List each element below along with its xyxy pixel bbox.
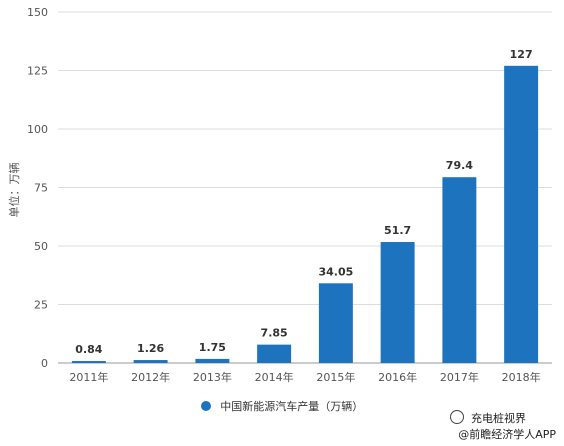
y-tick-label: 150 <box>27 6 48 19</box>
x-axis-ticks: 2011年 2012年 2013年 2014年 2015年 2016年 2017年 2018年 <box>69 370 540 384</box>
watermark-line1: 充电桩视界 <box>449 410 526 426</box>
bar-2018年 <box>504 65 539 363</box>
y-tick-label: 25 <box>34 299 48 312</box>
data-label: 127 <box>510 48 533 61</box>
y-axis-label: 单位：万辆 <box>7 163 21 218</box>
data-label: 1.26 <box>137 342 164 355</box>
bar-2011年 <box>71 361 106 363</box>
legend: 中国新能源汽车产量（万辆） <box>0 398 564 414</box>
watermark-text-1: 充电桩视界 <box>471 412 526 425</box>
x-tick-label: 2011年 <box>69 370 108 384</box>
bar-2013年 <box>195 358 230 363</box>
x-tick-label: 2014年 <box>255 370 294 384</box>
bar-2017年 <box>442 177 477 363</box>
y-tick-label: 75 <box>34 182 48 195</box>
gridlines <box>58 11 552 364</box>
bars <box>71 65 539 363</box>
y-tick-label: 100 <box>27 123 48 136</box>
x-tick-label: 2018年 <box>502 370 541 384</box>
bar-2014年 <box>257 344 292 363</box>
y-tick-label: 125 <box>27 65 48 78</box>
x-tick-label: 2013年 <box>193 370 232 384</box>
data-labels: 0.84 1.26 1.75 7.85 34.05 51.7 79.4 127 <box>75 48 532 356</box>
x-tick-label: 2016年 <box>378 370 417 384</box>
y-tick-label: 50 <box>34 240 48 253</box>
data-label: 51.7 <box>384 224 411 237</box>
bar-2016年 <box>380 242 415 363</box>
bar-2012年 <box>133 360 168 363</box>
bar-2015年 <box>318 283 353 363</box>
watermark-line2: @前瞻经济学人APP <box>458 426 556 442</box>
y-tick-label: 0 <box>41 357 48 370</box>
legend-marker <box>200 401 211 411</box>
wechat-icon <box>449 410 464 424</box>
data-label: 7.85 <box>261 327 288 340</box>
legend-label: 中国新能源汽车产量（万辆） <box>220 400 364 413</box>
data-label: 1.75 <box>199 341 226 354</box>
x-tick-label: 2012年 <box>131 370 170 384</box>
data-label: 79.4 <box>446 159 473 172</box>
y-axis-ticks: 0 25 50 75 100 125 150 <box>27 6 48 370</box>
x-tick-label: 2015年 <box>316 370 355 384</box>
data-label: 0.84 <box>75 343 102 356</box>
data-label: 34.05 <box>318 265 353 278</box>
bar-chart: 0 25 50 75 100 125 150 单位：万辆 0.84 1.26 1.75 7.85 3… <box>7 6 552 384</box>
watermark-text-2: @前瞻经济学人APP <box>458 428 556 441</box>
x-tick-label: 2017年 <box>440 370 479 384</box>
